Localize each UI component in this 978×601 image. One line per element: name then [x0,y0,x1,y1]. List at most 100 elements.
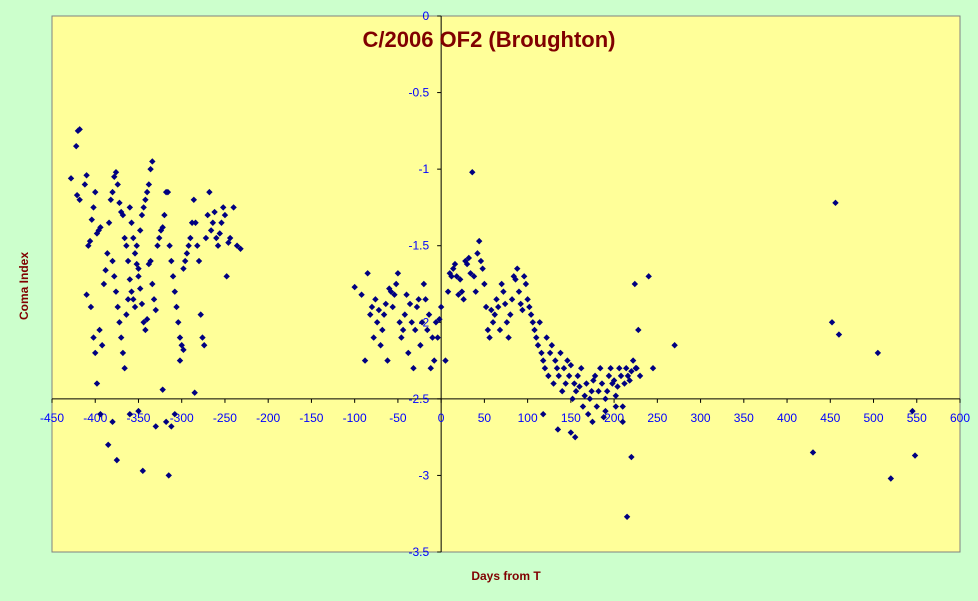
data-point [165,472,172,479]
data-point [510,273,517,280]
data-point [175,319,182,326]
data-point [401,311,409,318]
data-point [121,234,128,242]
data-point [117,334,125,341]
data-point [569,395,576,403]
data-point [216,230,223,237]
data-point [463,260,471,268]
data-point [554,426,562,433]
data-point [552,357,559,364]
data-point [86,237,94,245]
data-point [481,280,488,288]
data-point [109,418,116,426]
data-point [126,204,134,211]
data-point [183,250,191,257]
data-point [368,303,376,311]
data-point [422,296,429,303]
data-point [226,234,234,242]
data-point [593,403,600,410]
chart-title: C/2006 OF2 (Broughton) [362,27,615,52]
data-point [564,357,571,364]
data-point [586,395,594,403]
y-tick-label: -3.5 [408,545,429,559]
data-point [517,300,524,308]
data-point [138,211,146,219]
x-tick-label: 100 [518,411,538,425]
data-point [361,357,369,364]
data-point [181,257,189,265]
data-point [612,392,620,399]
data-point [495,303,502,311]
data-point [403,291,410,298]
data-point [475,237,483,245]
data-point [437,303,445,311]
data-point [112,169,120,176]
data-point [560,365,568,372]
data-point [109,188,116,196]
data-point [887,475,895,482]
data-point [828,319,836,326]
data-point [351,283,358,291]
data-point [520,273,528,280]
data-point [149,280,156,288]
y-tick-label: -2.5 [408,392,429,406]
data-point [539,410,547,418]
data-point [90,204,97,211]
data-point [133,242,140,249]
data-point [565,372,573,380]
data-point [159,386,166,393]
data-point [602,395,609,403]
data-point [491,311,498,318]
data-point [399,326,407,334]
data-point [607,365,614,372]
data-point [562,380,569,387]
data-point [832,199,839,207]
x-tick-label: 450 [820,411,840,425]
data-point [220,204,227,211]
data-point [187,234,194,242]
data-point [130,296,137,303]
data-point [392,280,400,288]
x-tick-label: 500 [864,411,884,425]
data-point [512,276,519,283]
data-point [484,326,492,334]
data-point [190,196,198,203]
data-point [470,273,478,280]
data-point [635,326,642,334]
data-point [455,291,462,298]
data-point [417,342,424,349]
x-tick-label: -200 [256,411,280,425]
data-point [809,449,817,456]
data-point [496,326,504,334]
data-point [498,280,505,288]
data-point [909,407,916,415]
data-point [83,291,90,298]
y-axis-label: Coma Index [17,252,31,320]
data-point [364,270,371,277]
data-point [83,172,90,179]
data-point [519,306,526,314]
plot-area [51,15,961,553]
data-point [579,403,587,410]
data-point [119,211,127,219]
data-point [501,300,509,308]
data-point [415,296,422,303]
data-points [67,126,919,520]
data-point [81,181,89,188]
data-point [486,334,493,341]
y-tick-label: -3 [418,468,429,482]
data-point [531,326,538,334]
data-point [632,365,639,372]
data-point [507,311,514,318]
data-point [451,260,459,268]
data-point [405,349,412,357]
data-point [171,288,178,295]
data-point [546,349,554,357]
data-point [444,288,452,295]
data-point [97,410,104,418]
x-tick-label: 300 [691,411,711,425]
data-point [602,407,609,415]
data-point [636,372,644,380]
data-point [628,453,635,461]
data-point [176,334,184,341]
